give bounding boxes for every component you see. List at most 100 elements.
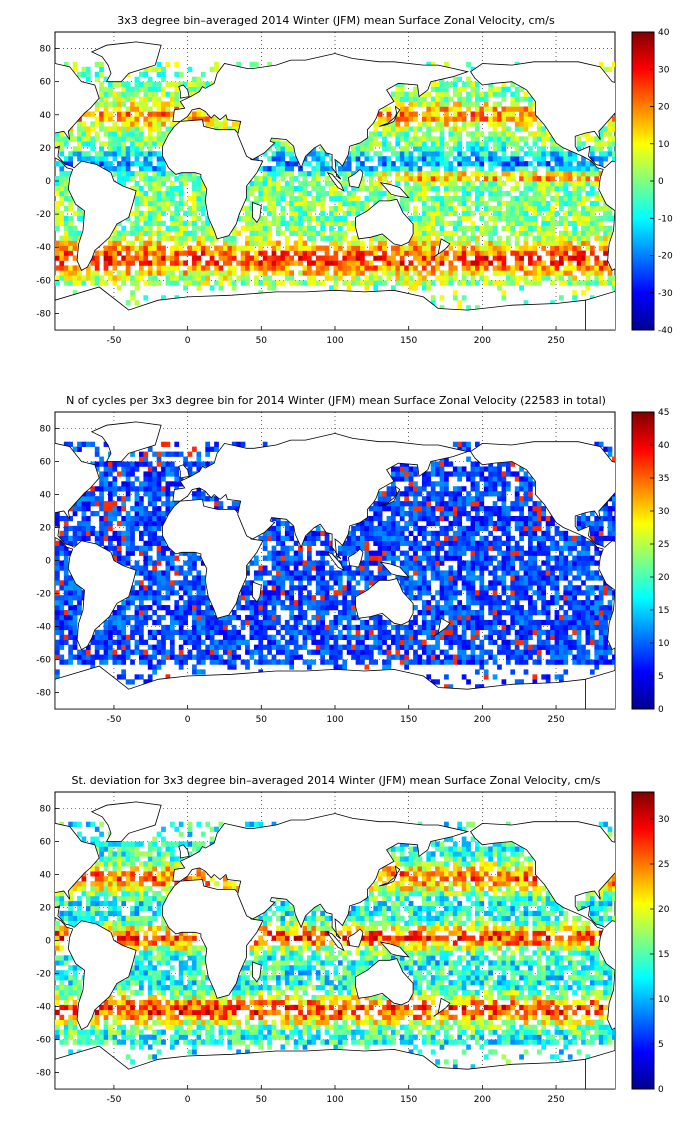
heatmap-cell [320, 230, 325, 236]
heatmap-cell [284, 595, 290, 601]
heatmap-cell [200, 225, 206, 231]
heatmap-cell [108, 111, 113, 117]
heatmap-cell [554, 240, 560, 246]
heatmap-cell [289, 210, 295, 217]
heatmap-cell [200, 190, 206, 197]
heatmap-cell [554, 146, 560, 152]
heatmap-cell [59, 629, 65, 636]
heatmap-cell [514, 260, 520, 266]
heatmap-cell [492, 136, 498, 142]
heatmap-cell [108, 634, 113, 640]
heatmap-cell [139, 235, 144, 241]
heatmap-cell [134, 515, 140, 522]
heatmap-cell [209, 116, 215, 122]
heatmap-cell [108, 235, 113, 241]
heatmap-cell [289, 614, 295, 621]
heatmap-cell [501, 265, 507, 271]
heatmap-cell [404, 644, 409, 650]
heatmap-cell [143, 515, 149, 522]
heatmap-cell [293, 560, 299, 566]
heatmap-cell [483, 265, 489, 271]
heatmap-cell [315, 624, 321, 631]
heatmap-cell [439, 101, 445, 107]
heatmap-cell [108, 141, 113, 147]
heatmap-cell [187, 634, 193, 640]
heatmap-cell [585, 235, 591, 241]
heatmap-cell [382, 146, 387, 152]
heatmap-cell [404, 190, 409, 197]
heatmap-cell [475, 185, 480, 192]
heatmap-cell [227, 644, 233, 650]
heatmap-cell [541, 260, 547, 266]
heatmap-cell [333, 605, 339, 611]
heatmap-cell [139, 225, 144, 231]
heatmap-cell [501, 161, 507, 167]
heatmap-cell [457, 96, 463, 102]
heatmap-cell [276, 230, 281, 236]
heatmap-cell [351, 540, 356, 546]
heatmap-cell [337, 225, 343, 231]
heatmap-cell [85, 71, 91, 77]
heatmap-cell [563, 245, 569, 251]
heatmap-cell [333, 575, 339, 581]
heatmap-cell [501, 171, 507, 177]
heatmap-cell [165, 126, 171, 132]
heatmap-cell [408, 141, 414, 147]
heatmap-cell [497, 255, 502, 261]
heatmap-cell [413, 181, 418, 187]
heatmap-cell [139, 545, 144, 551]
heatmap-cell [178, 654, 184, 660]
heatmap-cell [187, 466, 193, 472]
y-tick-label: -40 [36, 243, 51, 253]
heatmap-cell [320, 610, 325, 616]
heatmap-cell [183, 585, 188, 591]
heatmap-cell [324, 265, 330, 271]
heatmap-cell [320, 280, 325, 286]
y-tick-label: 0 [45, 177, 51, 187]
heatmap-cell [452, 106, 458, 112]
heatmap-cell [147, 136, 153, 142]
heatmap-cell [240, 255, 246, 261]
heatmap-cell [187, 629, 193, 636]
heatmap-cell [329, 595, 334, 601]
heatmap-cell [130, 101, 135, 107]
heatmap-cell [116, 629, 122, 636]
heatmap-cell [444, 151, 449, 157]
heatmap-cell [293, 649, 299, 655]
heatmap-cell [413, 649, 418, 655]
heatmap-cell [134, 161, 140, 167]
heatmap-cell [205, 605, 211, 611]
heatmap-cell [267, 595, 272, 601]
heatmap-cell [72, 225, 78, 231]
heatmap-cell [329, 605, 334, 611]
heatmap-cell [342, 280, 348, 286]
heatmap-cell [293, 575, 299, 581]
heatmap-cell [209, 654, 215, 660]
heatmap-cell [55, 161, 60, 167]
heatmap-cell [253, 624, 259, 631]
heatmap-cell [532, 111, 538, 117]
heatmap-cell [267, 644, 272, 650]
heatmap-cell [404, 550, 409, 556]
heatmap-cell [346, 200, 352, 207]
heatmap-cell [377, 540, 383, 546]
heatmap-cell [134, 580, 140, 586]
heatmap-cell [594, 190, 600, 197]
heatmap-cell [298, 260, 303, 266]
panel-1-xticks: -50 0 50 100 150 200 250 [107, 326, 565, 346]
heatmap-cell [351, 200, 356, 207]
heatmap-cell [293, 540, 299, 546]
heatmap-cell [108, 86, 113, 92]
heatmap-cell [143, 540, 149, 546]
heatmap-cell [554, 166, 560, 172]
heatmap-cell [377, 520, 383, 527]
heatmap-cell [337, 215, 343, 222]
heatmap-cell [364, 195, 370, 202]
heatmap-cell [77, 280, 82, 286]
heatmap-cell [271, 605, 277, 611]
heatmap-cell [492, 176, 498, 182]
heatmap-cell [510, 166, 516, 172]
heatmap-cell [262, 230, 268, 236]
heatmap-cell [200, 240, 206, 246]
